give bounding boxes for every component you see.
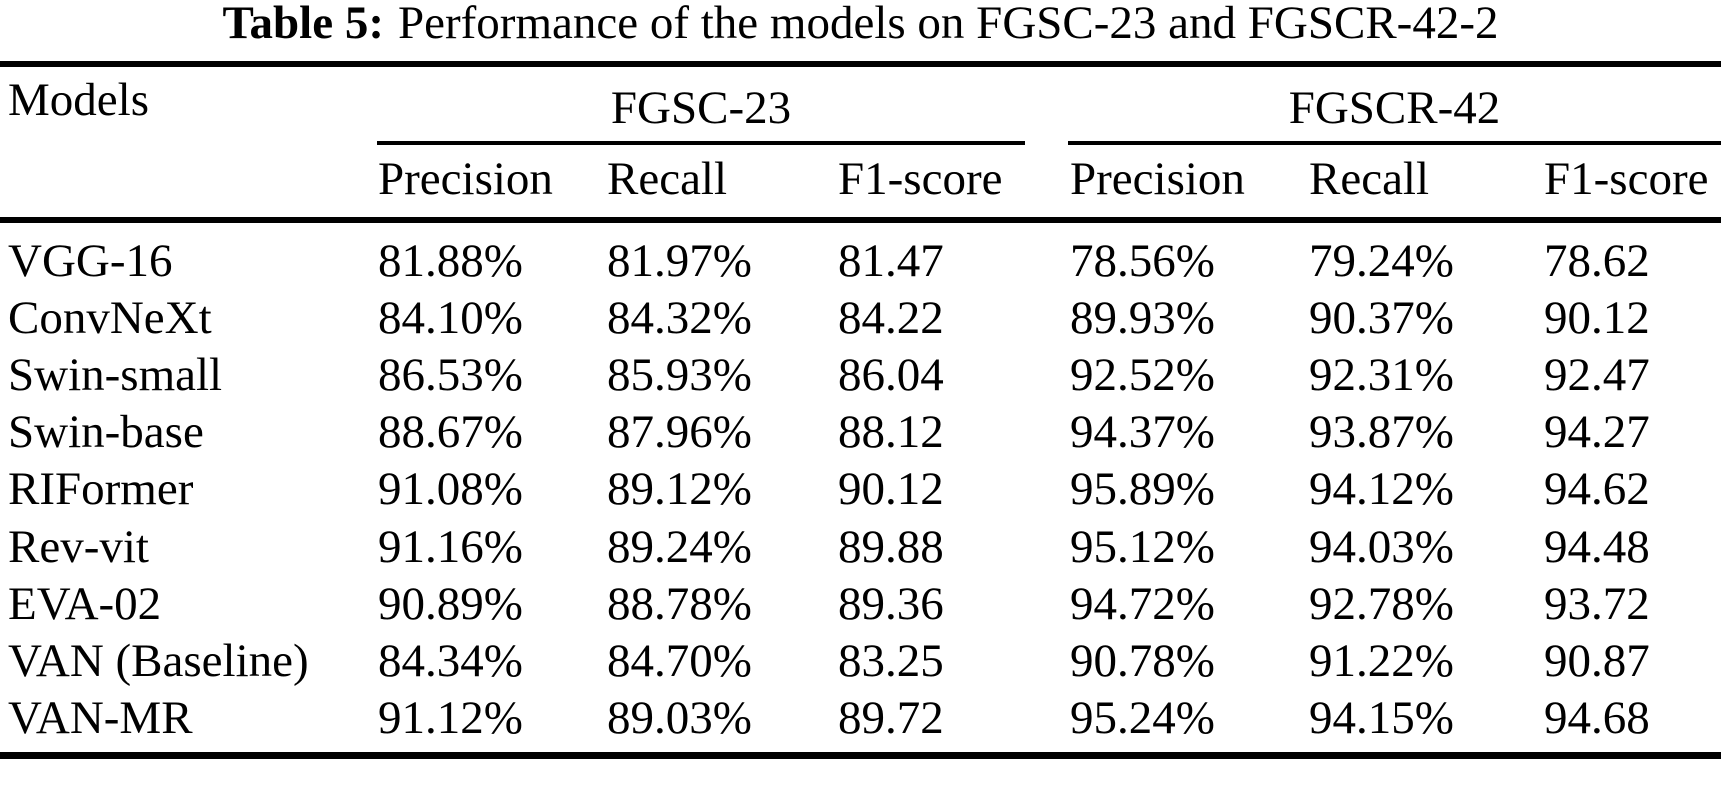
table-caption: Table 5: Performance of the models on FGS… [0, 0, 1721, 47]
group-header-fgscr42: FGSCR-42 [1288, 82, 1501, 134]
recall-fgsc23-cell: 89.03% [607, 691, 752, 744]
table-row: Swin-base 88.67% 87.96% 88.12 94.37% 93.… [0, 409, 1721, 459]
table-row: Rev-vit 91.16% 89.24% 89.88 95.12% 94.03… [0, 520, 1721, 574]
recall-fgscr42-cell: 93.87% [1309, 406, 1454, 459]
precision-fgsc23-cell: 86.53% [378, 349, 523, 402]
precision-fgsc23-cell: 84.34% [378, 634, 523, 687]
model-name-cell: VAN (Baseline) [8, 634, 309, 687]
column-header-recall-fgscr42: Recall [1309, 153, 1430, 205]
f1score-fgsc23-cell: 83.25 [838, 634, 944, 687]
precision-fgscr42-cell: 94.72% [1070, 577, 1215, 630]
precision-fgsc23-cell: 84.10% [378, 292, 523, 345]
header-body-rule [0, 217, 1721, 223]
model-name-cell: VGG-16 [8, 235, 173, 287]
table-row: RIFormer 91.08% 89.12% 90.12 95.89% 94.1… [0, 466, 1721, 516]
recall-fgscr42-cell: 92.31% [1309, 349, 1454, 402]
precision-fgsc23-cell: 91.12% [378, 691, 523, 744]
precision-fgscr42-cell: 78.56% [1070, 235, 1215, 287]
table-top-rule [0, 61, 1721, 67]
f1score-fgscr42-cell: 90.12 [1544, 292, 1650, 345]
group-header-fgsc23: FGSC-23 [610, 82, 792, 134]
f1score-fgsc23-cell: 84.22 [838, 292, 944, 345]
f1score-fgsc23-cell: 89.36 [838, 577, 944, 630]
table-row: VAN-MR 91.12% 89.03% 89.72 95.24% 94.15%… [0, 691, 1721, 745]
recall-fgscr42-cell: 91.22% [1309, 634, 1454, 687]
table-row: VAN (Baseline) 84.34% 84.70% 83.25 90.78… [0, 634, 1721, 688]
model-name-cell: Swin-small [8, 349, 223, 402]
table-row: VGG-16 81.88% 81.97% 81.47 78.56% 79.24%… [0, 238, 1721, 288]
recall-fgscr42-cell: 92.78% [1309, 577, 1454, 630]
recall-fgsc23-cell: 84.32% [607, 292, 752, 345]
precision-fgscr42-cell: 95.24% [1070, 691, 1215, 744]
precision-fgsc23-cell: 88.67% [378, 406, 523, 459]
model-name-cell: EVA-02 [8, 577, 162, 630]
f1score-fgscr42-cell: 94.68 [1544, 691, 1650, 744]
column-header-precision-fgsc23: Precision [378, 153, 553, 205]
table-caption-text: Performance of the models on FGSC-23 and… [398, 0, 1499, 49]
precision-fgscr42-cell: 95.12% [1070, 520, 1215, 573]
table-caption-label: Table 5: [222, 0, 385, 49]
precision-fgsc23-cell: 90.89% [378, 577, 523, 630]
precision-fgscr42-cell: 92.52% [1070, 349, 1215, 402]
recall-fgscr42-cell: 79.24% [1309, 235, 1454, 287]
f1score-fgsc23-cell: 88.12 [838, 406, 944, 459]
precision-fgscr42-cell: 89.93% [1070, 292, 1215, 345]
recall-fgscr42-cell: 94.12% [1309, 463, 1454, 516]
column-header-precision-fgscr42: Precision [1070, 153, 1245, 205]
model-name-cell: RIFormer [8, 463, 194, 516]
f1score-fgsc23-cell: 89.72 [838, 691, 944, 744]
f1score-fgsc23-cell: 86.04 [838, 349, 944, 402]
column-header-recall-fgsc23: Recall [607, 153, 728, 205]
recall-fgsc23-cell: 89.24% [607, 520, 752, 573]
f1score-fgscr42-cell: 94.48 [1544, 520, 1650, 573]
precision-fgscr42-cell: 90.78% [1070, 634, 1215, 687]
recall-fgsc23-cell: 81.97% [607, 235, 752, 287]
group-rule-fgsc23 [377, 141, 1025, 145]
recall-fgscr42-cell: 94.03% [1309, 520, 1454, 573]
table-row: ConvNeXt 84.10% 84.32% 84.22 89.93% 90.3… [0, 295, 1721, 345]
model-name-cell: Swin-base [8, 406, 204, 459]
recall-fgsc23-cell: 89.12% [607, 463, 752, 516]
recall-fgscr42-cell: 90.37% [1309, 292, 1454, 345]
column-header-f1score-fgsc23: F1-score [838, 153, 1003, 205]
precision-fgscr42-cell: 94.37% [1070, 406, 1215, 459]
precision-fgsc23-cell: 81.88% [378, 235, 523, 287]
model-name-cell: VAN-MR [8, 691, 193, 744]
f1score-fgscr42-cell: 93.72 [1544, 577, 1650, 630]
f1score-fgsc23-cell: 81.47 [838, 235, 944, 287]
model-name-cell: ConvNeXt [8, 292, 212, 345]
f1score-fgsc23-cell: 90.12 [838, 463, 944, 516]
precision-fgsc23-cell: 91.08% [378, 463, 523, 516]
table-row: EVA-02 90.89% 88.78% 89.36 94.72% 92.78%… [0, 577, 1721, 631]
recall-fgscr42-cell: 94.15% [1309, 691, 1454, 744]
table-row: Swin-small 86.53% 85.93% 86.04 92.52% 92… [0, 352, 1721, 402]
f1score-fgscr42-cell: 90.87 [1544, 634, 1650, 687]
recall-fgsc23-cell: 87.96% [607, 406, 752, 459]
model-name-cell: Rev-vit [8, 520, 149, 573]
recall-fgsc23-cell: 85.93% [607, 349, 752, 402]
group-rule-fgscr42 [1068, 141, 1721, 145]
f1score-fgsc23-cell: 89.88 [838, 520, 944, 573]
f1score-fgscr42-cell: 94.27 [1544, 406, 1650, 459]
recall-fgsc23-cell: 84.70% [607, 634, 752, 687]
f1score-fgscr42-cell: 92.47 [1544, 349, 1650, 402]
column-header-models: Models [8, 74, 149, 126]
recall-fgsc23-cell: 88.78% [607, 577, 752, 630]
precision-fgscr42-cell: 95.89% [1070, 463, 1215, 516]
table-bottom-rule [0, 752, 1721, 759]
column-header-f1score-fgscr42: F1-score [1544, 153, 1709, 205]
f1score-fgscr42-cell: 78.62 [1544, 235, 1650, 287]
precision-fgsc23-cell: 91.16% [378, 520, 523, 573]
f1score-fgscr42-cell: 94.62 [1544, 463, 1650, 516]
